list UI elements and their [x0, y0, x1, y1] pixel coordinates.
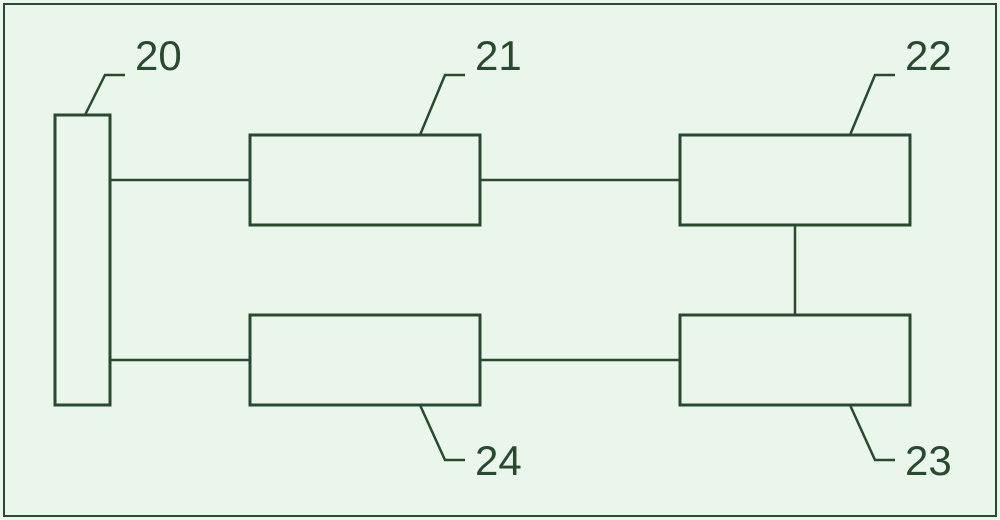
label-20: 20	[135, 32, 182, 79]
leader-24	[420, 405, 465, 460]
block-22	[680, 135, 910, 225]
leader-21	[420, 75, 465, 135]
block-20	[55, 115, 110, 405]
block-24	[250, 315, 480, 405]
label-21: 21	[475, 32, 522, 79]
label-24: 24	[475, 437, 522, 484]
leader-23	[850, 405, 895, 460]
leader-20	[85, 75, 125, 115]
label-23: 23	[905, 437, 952, 484]
label-22: 22	[905, 32, 952, 79]
block-21	[250, 135, 480, 225]
leader-22	[850, 75, 895, 135]
block-23	[680, 315, 910, 405]
